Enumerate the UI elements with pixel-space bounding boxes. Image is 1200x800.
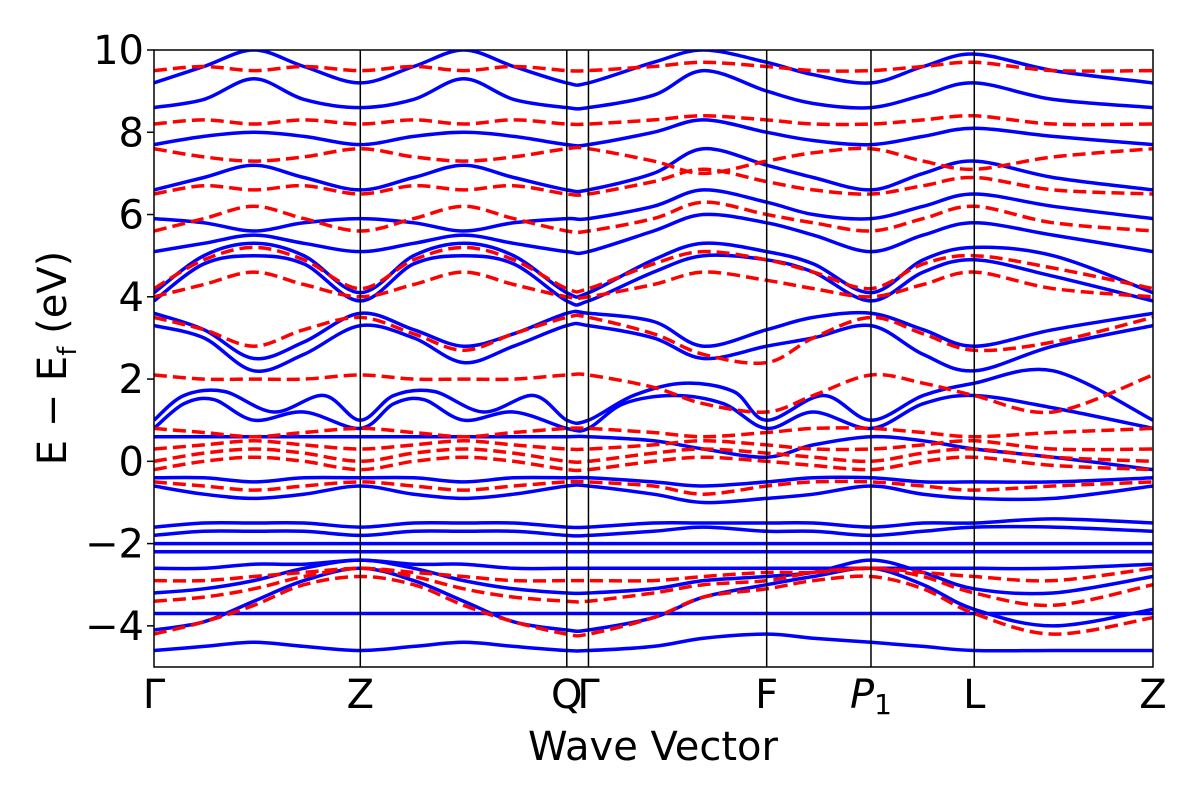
dashed-band-8 [154, 372, 1153, 415]
solid-band-23 [154, 50, 1153, 87]
solid-band-9 [154, 483, 1153, 505]
solid-band-13 [154, 367, 1153, 426]
kpoint-label: P1 [850, 672, 892, 721]
y-axis-title: E − Ef (eV) [30, 251, 83, 466]
dashed-bands-series [154, 60, 1153, 638]
dashed-band-10 [154, 270, 1153, 301]
solid-band-20 [154, 146, 1153, 194]
plot-frame [153, 49, 1154, 668]
dashed-band-14 [154, 145, 1153, 176]
dashed-band-16 [154, 60, 1153, 73]
solid-band-22 [154, 68, 1153, 111]
kpoint-label: Z [347, 672, 374, 718]
kpoint-label: L [963, 672, 986, 718]
y-axis-title-unit: (eV) [30, 251, 76, 347]
solid-band-1 [154, 566, 1153, 634]
solid-band-7 [154, 524, 1153, 538]
solid-bands-series [154, 50, 1153, 653]
kpoint-label: Q [551, 672, 582, 718]
y-tick-label: 2 [119, 357, 144, 403]
y-tick-label: 8 [119, 110, 144, 156]
solid-band-17 [154, 241, 1153, 299]
solid-band-12 [154, 393, 1153, 433]
dashed-band-12 [154, 200, 1153, 235]
dashed-band-7 [154, 426, 1153, 439]
kpoint-label: Γ [577, 672, 600, 718]
solid-band-14 [154, 321, 1153, 373]
kpoint-label: F [755, 672, 778, 718]
solid-band-18 [154, 212, 1153, 256]
x-axis-title: Wave Vector [528, 724, 779, 770]
solid-band-19 [154, 188, 1153, 233]
dashed-band-3 [154, 479, 1153, 496]
y-tick-label: 0 [119, 439, 144, 485]
bands-layer [154, 50, 1153, 653]
solid-band-15 [154, 309, 1153, 361]
dashed-band-0 [154, 574, 1153, 638]
solid-band-10 [154, 475, 1153, 488]
kpoint-label: Γ [143, 672, 166, 718]
dashed-band-11 [154, 245, 1153, 294]
y-tick-label: −4 [85, 604, 144, 650]
dashed-band-15 [154, 113, 1153, 127]
y-axis-title-main: E − E [30, 356, 76, 466]
kpoint-label: Z [1139, 672, 1166, 718]
y-tick-label: 4 [119, 275, 144, 321]
y-tick-label: −2 [85, 522, 144, 568]
dashed-band-9 [154, 313, 1153, 365]
dashed-band-6 [154, 438, 1153, 452]
dashed-band-2 [154, 566, 1153, 583]
dashed-band-4 [154, 455, 1153, 473]
solid-band-16 [154, 253, 1153, 307]
dashed-band-5 [154, 447, 1153, 465]
dashed-band-13 [154, 167, 1153, 197]
solid-band-0 [154, 632, 1153, 653]
y-tick-label: 10 [93, 28, 144, 74]
dashed-band-1 [154, 566, 1153, 608]
solid-band-8 [154, 517, 1153, 530]
x-axis: Γ Z QΓ F P1 L Z [143, 672, 1167, 721]
y-tick-label: 6 [119, 193, 144, 239]
solid-band-21 [154, 118, 1153, 148]
solid-band-4 [154, 558, 1153, 571]
y-axis-title-subscript: f [53, 346, 83, 356]
y-axis: −4 −2 0 2 4 6 8 10 [85, 28, 154, 650]
solid-band-3 [154, 558, 1153, 596]
kpoint-lines [359, 50, 976, 667]
